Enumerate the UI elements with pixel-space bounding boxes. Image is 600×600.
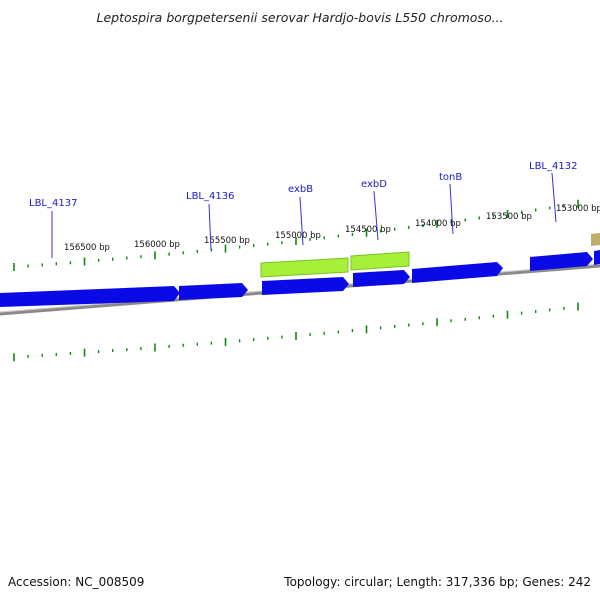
map-title: Leptospira borgpetersenii serovar Hardjo… — [96, 10, 504, 25]
position-label: 154500 bp — [345, 225, 391, 235]
label-line-tonB — [449, 183, 454, 235]
position-label: 155000 bp — [275, 231, 321, 241]
gene-label[interactable]: tonB — [439, 172, 462, 183]
gene-exbB[interactable] — [260, 257, 349, 278]
gene-exbD-strand[interactable] — [353, 270, 410, 287]
gene-partial-right-blue[interactable] — [594, 250, 600, 265]
position-label: 154000 bp — [415, 219, 461, 229]
gene-exbB-strand[interactable] — [262, 277, 349, 295]
label-line-exbD — [373, 190, 379, 241]
label-line-LBL_4136 — [208, 203, 212, 251]
gene-label[interactable]: LBL_4137 — [29, 198, 77, 209]
accession-text: Accession: NC_008509 — [8, 575, 145, 589]
gene-label[interactable]: LBL_4136 — [186, 191, 234, 202]
position-label: 155500 bp — [204, 236, 250, 246]
gene-LBL_4132[interactable] — [530, 252, 593, 271]
gene-tonB[interactable] — [412, 262, 503, 283]
label-line-LBL_4132 — [551, 172, 557, 223]
position-label: 156500 bp — [64, 243, 110, 253]
upper-tick-marks — [13, 199, 579, 271]
gene-LBL_4137[interactable] — [0, 286, 180, 307]
gene-partial-right[interactable] — [591, 233, 600, 246]
position-label: 156000 bp — [134, 240, 180, 250]
gene-exbD[interactable] — [350, 251, 410, 271]
lower-tick-marks — [13, 302, 579, 362]
gene-label[interactable]: exbD — [361, 179, 387, 190]
position-label: 153000 bp — [556, 204, 600, 214]
position-label: 153500 bp — [486, 212, 532, 222]
gene-label[interactable]: exbB — [288, 184, 313, 195]
gene-LBL_4136[interactable] — [179, 283, 248, 300]
label-line-exbB — [299, 196, 304, 246]
gene-label[interactable]: LBL_4132 — [529, 161, 577, 172]
topology-summary: Topology: circular; Length: 317,336 bp; … — [284, 575, 591, 589]
